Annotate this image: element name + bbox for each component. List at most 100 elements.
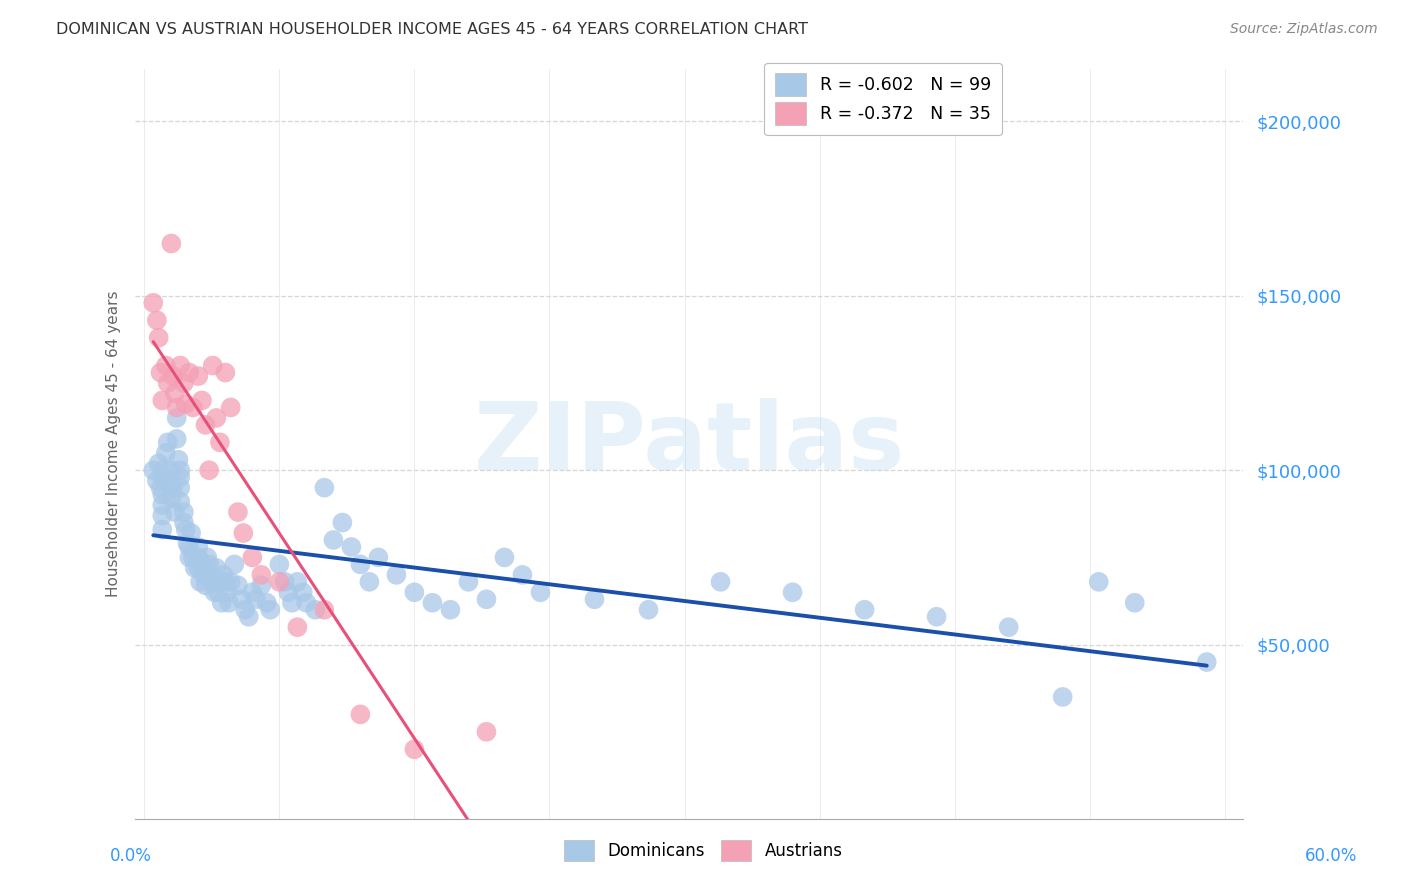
Point xyxy=(169,470,191,484)
Point xyxy=(149,481,172,495)
Point xyxy=(180,526,202,541)
Point xyxy=(187,369,209,384)
Point xyxy=(166,411,188,425)
Point xyxy=(291,585,314,599)
Point xyxy=(146,313,169,327)
Point xyxy=(193,567,215,582)
Point xyxy=(256,596,278,610)
Text: 0.0%: 0.0% xyxy=(110,847,152,865)
Point xyxy=(1123,596,1146,610)
Point xyxy=(494,550,516,565)
Text: 60.0%: 60.0% xyxy=(1305,847,1357,865)
Point xyxy=(150,498,173,512)
Point xyxy=(226,505,249,519)
Point xyxy=(439,603,461,617)
Point xyxy=(162,369,184,384)
Point xyxy=(238,609,260,624)
Point xyxy=(191,393,214,408)
Point xyxy=(187,540,209,554)
Point xyxy=(214,366,236,380)
Point xyxy=(169,481,191,495)
Point xyxy=(285,620,308,634)
Point xyxy=(475,592,498,607)
Point xyxy=(304,603,326,617)
Point xyxy=(187,550,209,565)
Point xyxy=(149,366,172,380)
Point xyxy=(269,574,291,589)
Point xyxy=(188,574,211,589)
Point xyxy=(349,707,371,722)
Point xyxy=(163,386,186,401)
Point xyxy=(269,558,291,572)
Point xyxy=(155,359,177,373)
Point xyxy=(198,558,221,572)
Point xyxy=(162,481,184,495)
Point xyxy=(150,463,173,477)
Point xyxy=(250,578,273,592)
Point xyxy=(277,585,299,599)
Point xyxy=(176,536,198,550)
Point xyxy=(150,470,173,484)
Point xyxy=(201,574,224,589)
Point xyxy=(155,446,177,460)
Y-axis label: Householder Income Ages 45 - 64 years: Householder Income Ages 45 - 64 years xyxy=(107,291,121,598)
Point xyxy=(160,236,183,251)
Point xyxy=(285,574,308,589)
Point xyxy=(173,376,195,390)
Legend: R = -0.602   N = 99, R = -0.372   N = 35: R = -0.602 N = 99, R = -0.372 N = 35 xyxy=(765,62,1001,136)
Point xyxy=(179,540,201,554)
Point xyxy=(322,533,344,547)
Point xyxy=(214,574,236,589)
Point xyxy=(198,463,221,477)
Point xyxy=(422,596,444,610)
Point xyxy=(166,432,188,446)
Point xyxy=(173,516,195,530)
Point xyxy=(187,561,209,575)
Point xyxy=(160,491,183,505)
Point xyxy=(181,550,204,565)
Point xyxy=(160,463,183,477)
Point xyxy=(205,574,228,589)
Point xyxy=(637,603,659,617)
Point xyxy=(226,578,249,592)
Point xyxy=(583,592,606,607)
Point xyxy=(1052,690,1074,704)
Point xyxy=(217,585,239,599)
Point xyxy=(163,505,186,519)
Point xyxy=(174,397,197,411)
Point xyxy=(853,603,876,617)
Point xyxy=(404,585,426,599)
Point xyxy=(150,488,173,502)
Point xyxy=(179,550,201,565)
Point xyxy=(240,550,263,565)
Point xyxy=(201,359,224,373)
Point xyxy=(142,295,165,310)
Point xyxy=(173,505,195,519)
Point xyxy=(1195,655,1218,669)
Point xyxy=(385,567,408,582)
Point xyxy=(205,561,228,575)
Point xyxy=(219,401,242,415)
Point xyxy=(183,561,205,575)
Point xyxy=(207,585,229,599)
Point xyxy=(232,526,254,541)
Legend: Dominicans, Austrians: Dominicans, Austrians xyxy=(557,833,849,868)
Point xyxy=(212,567,235,582)
Point xyxy=(211,596,233,610)
Text: Source: ZipAtlas.com: Source: ZipAtlas.com xyxy=(1230,22,1378,37)
Point xyxy=(205,411,228,425)
Point xyxy=(367,550,389,565)
Point xyxy=(169,494,191,508)
Point xyxy=(167,452,190,467)
Point xyxy=(181,401,204,415)
Point xyxy=(295,596,318,610)
Point xyxy=(709,574,731,589)
Point xyxy=(150,523,173,537)
Point xyxy=(219,574,242,589)
Point xyxy=(457,574,479,589)
Point xyxy=(146,474,169,488)
Point xyxy=(332,516,354,530)
Point xyxy=(194,578,217,592)
Point xyxy=(195,550,218,565)
Point xyxy=(231,592,253,607)
